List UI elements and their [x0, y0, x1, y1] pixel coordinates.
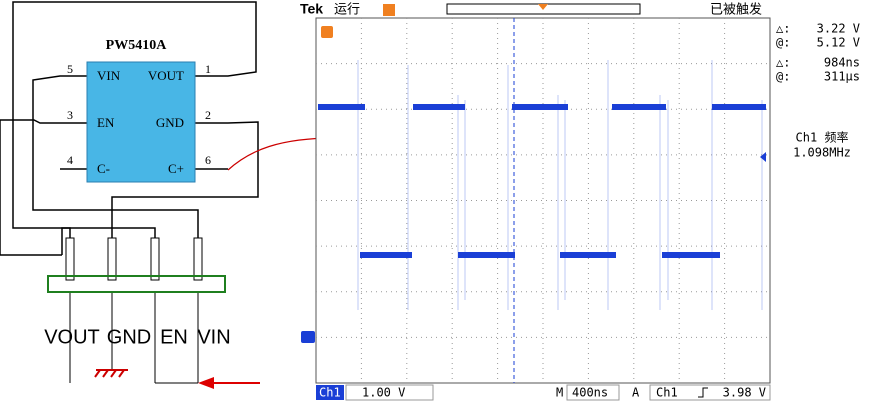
- ch1-trigger-marker: [321, 26, 333, 38]
- chip-body: [86, 61, 196, 183]
- cursor-value: 311µs: [824, 70, 860, 84]
- wire-en: [0, 119, 87, 256]
- timebase: 400ns: [572, 386, 608, 400]
- ch1-ground-marker: [301, 331, 315, 343]
- trigger-position: [538, 4, 548, 10]
- level-marker: [760, 152, 766, 162]
- pin-label: C-: [97, 161, 110, 176]
- cursor-label: @:: [776, 70, 790, 84]
- timebase-label: M: [556, 386, 563, 400]
- pin-label: VIN: [97, 68, 121, 83]
- wire-vout: [12, 1, 257, 238]
- connector-label: EN: [160, 326, 188, 348]
- pin-number: 5: [67, 62, 73, 76]
- channel-label: Ch1: [319, 386, 341, 400]
- trigger-mode: A: [632, 386, 640, 400]
- ground-symbol: [94, 369, 128, 378]
- trigger-marker: [383, 4, 395, 16]
- pin-label: C+: [168, 161, 184, 176]
- pin-label: VOUT: [148, 68, 184, 83]
- volts-per-div: 1.00 V: [362, 386, 405, 400]
- connector-label: GND: [107, 326, 151, 348]
- cursor-value: 3.22 V: [817, 22, 860, 36]
- wire-vin: [32, 75, 199, 238]
- scope-brand: Tek: [300, 1, 323, 17]
- pin-label: EN: [97, 115, 115, 130]
- input-arrow: [198, 377, 260, 389]
- wire-en-2: [61, 227, 156, 255]
- cursor-label: @:: [776, 36, 790, 50]
- trigger-status: 已被触发: [710, 1, 762, 16]
- pin-number: 6: [205, 153, 211, 167]
- status-bar: Ch1 1.00 V M 400ns A Ch1 3.98 V: [316, 384, 771, 401]
- pin-number: 1: [205, 62, 211, 76]
- measurement-label: Ch1 频率: [796, 130, 849, 145]
- cursor-label: △:: [776, 22, 790, 36]
- pin-number: 2: [205, 108, 211, 122]
- connector-label: VIN: [197, 326, 230, 348]
- trigger-channel: Ch1: [656, 386, 678, 400]
- grid: [316, 18, 770, 383]
- connector-housing: [47, 275, 226, 293]
- pin-number: 4: [67, 153, 73, 167]
- measurement-value: 1.098MHz: [793, 146, 851, 160]
- cursor-value: 984ns: [824, 56, 860, 70]
- pin-number: 3: [67, 108, 73, 122]
- circuit: PW5410A 5 VIN 1 VOUT 3 EN 2 GND 4 C- 6 C…: [0, 1, 345, 389]
- cursor-value: 5.12 V: [817, 36, 860, 50]
- waveform: [318, 60, 766, 310]
- cursor-readout: △: 3.22 V @: 5.12 V △: 984ns @: 311µs Ch…: [776, 22, 860, 160]
- run-status: 运行: [334, 1, 360, 16]
- connector: [65, 237, 203, 384]
- trigger-level: 3.98 V: [723, 386, 766, 400]
- oscilloscope: Tek 运行 已被触发 △: 3.22 V @: 5.1: [300, 1, 860, 401]
- cursor-label: △:: [776, 56, 790, 70]
- pin-label: GND: [156, 115, 184, 130]
- connector-label: VOUT: [44, 326, 100, 348]
- chip-name: PW5410A: [106, 38, 168, 53]
- wire-gnd: [111, 121, 259, 238]
